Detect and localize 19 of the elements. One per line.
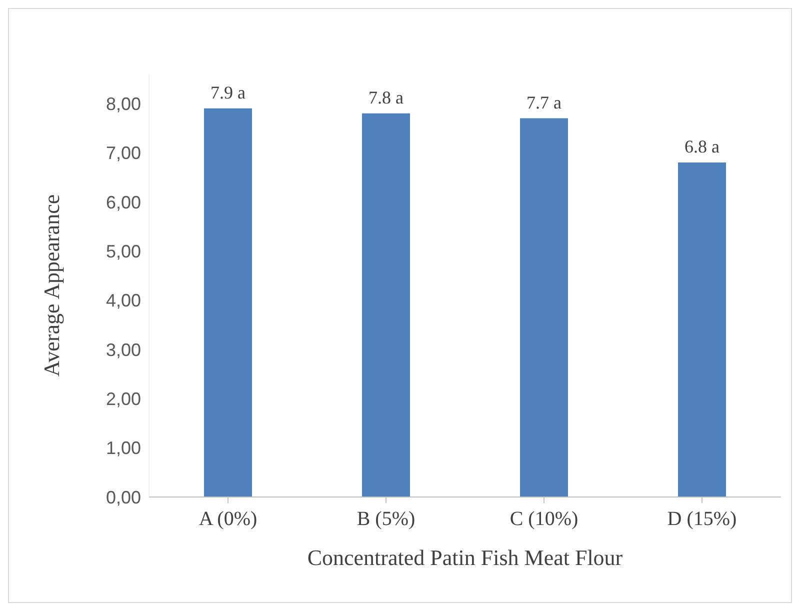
- y-tick-label: 4,00: [106, 290, 141, 311]
- y-tick-label: 6,00: [106, 192, 141, 212]
- y-tick-label: 8,00: [106, 94, 141, 114]
- y-axis-title: Average Appearance: [38, 194, 64, 377]
- data-label: 7.8 a: [368, 87, 404, 108]
- x-tick-label: A (0%): [198, 508, 258, 530]
- y-tick-label: 5,00: [106, 241, 141, 262]
- y-tick-label: 7,00: [106, 143, 141, 164]
- x-axis-title: Concentrated Patin Fish Meat Flour: [307, 545, 624, 570]
- y-tick-label: 1,00: [106, 438, 141, 458]
- data-label: 7.7 a: [526, 92, 562, 112]
- data-label: 7.9 a: [210, 82, 246, 102]
- x-tick-label: C (10%): [510, 508, 578, 530]
- x-tick-label: B (5%): [356, 508, 416, 530]
- y-tick-label: 2,00: [106, 389, 141, 410]
- y-tick-label: 3,00: [106, 340, 141, 360]
- y-tick-label: 0,00: [106, 487, 141, 508]
- x-tick-label: D (15%): [667, 508, 737, 530]
- data-label: 6.8 a: [684, 136, 720, 157]
